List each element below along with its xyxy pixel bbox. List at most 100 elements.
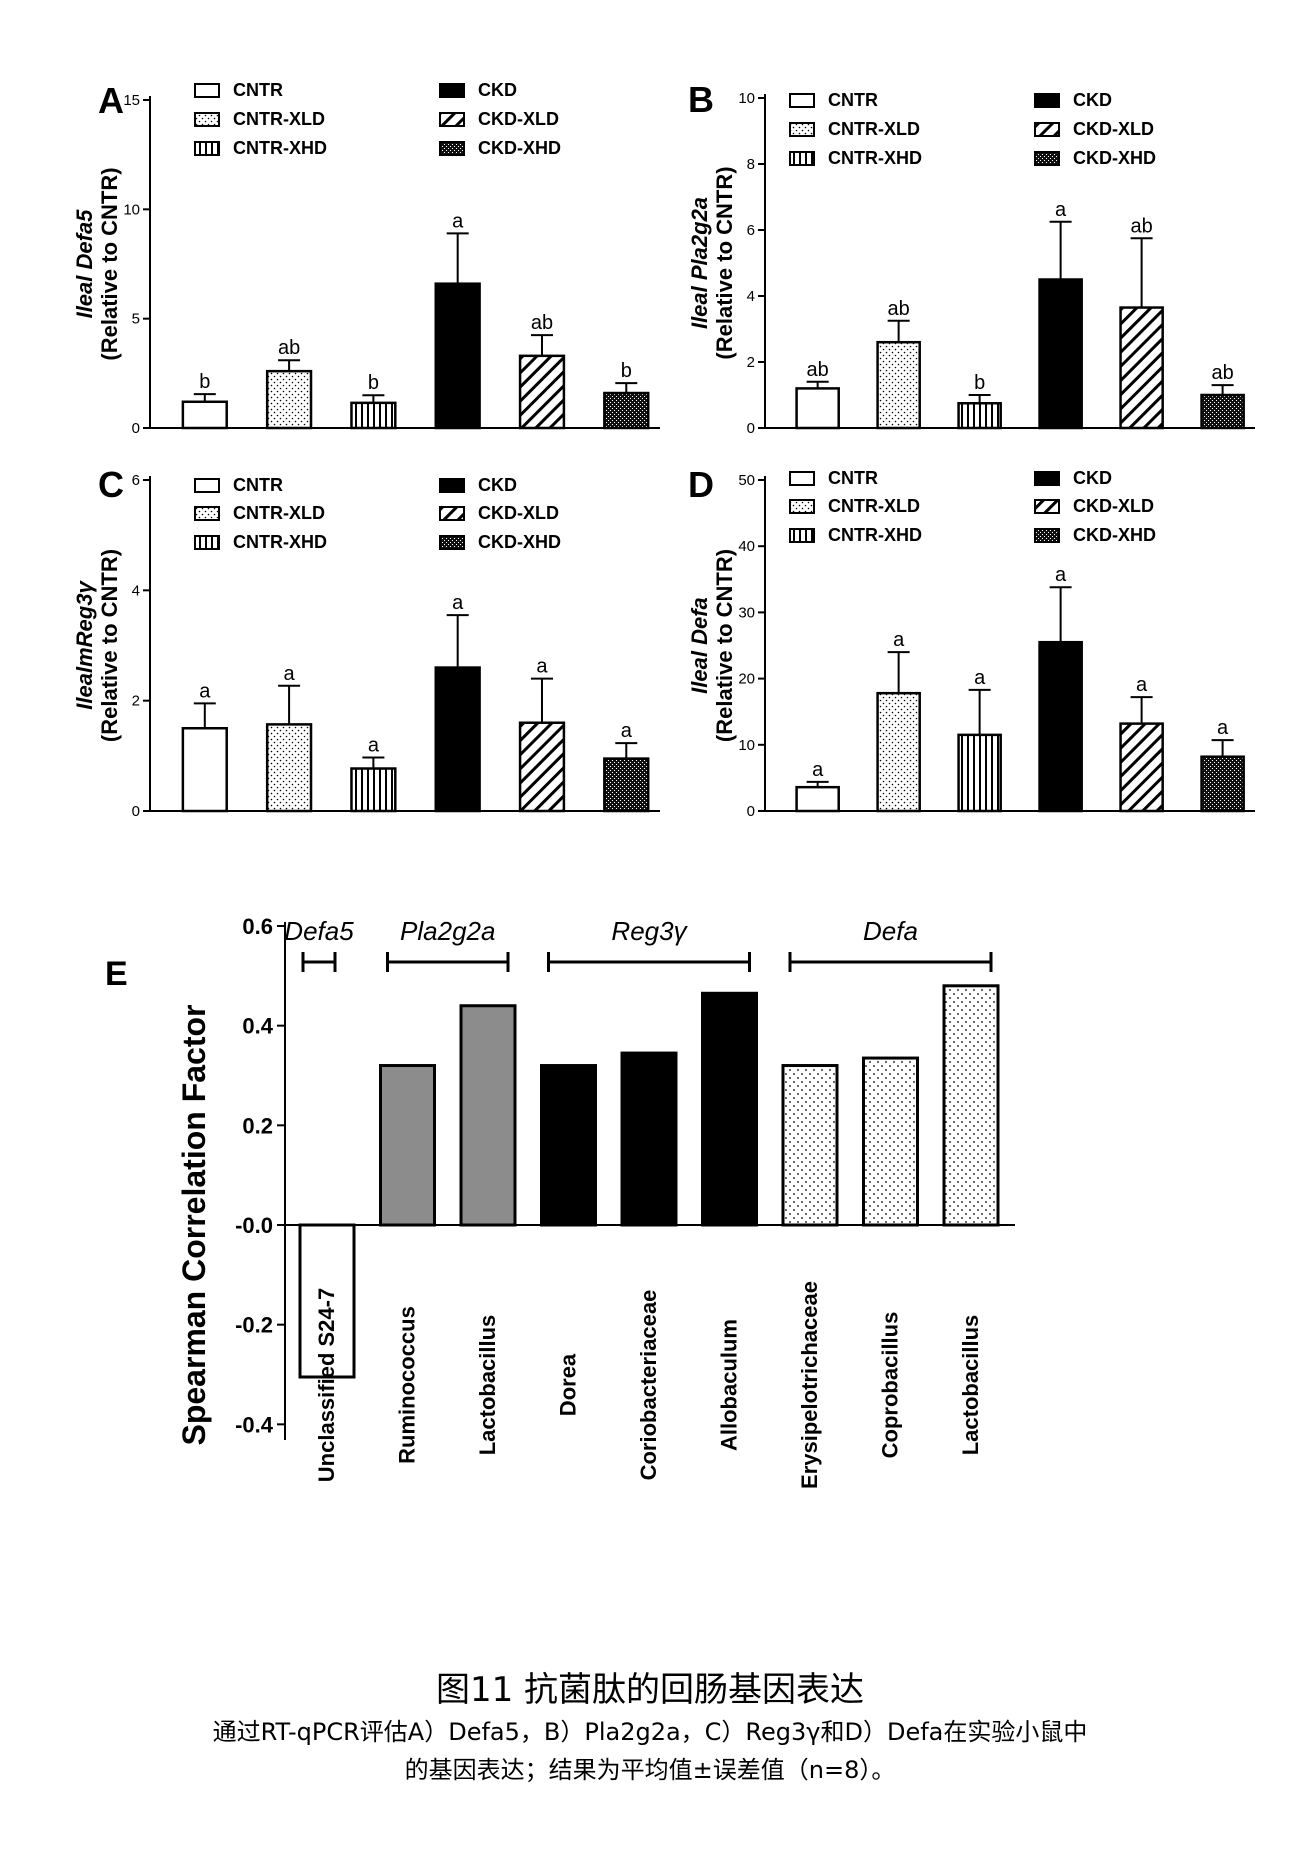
- bar-cntr-xld: [876, 340, 921, 430]
- category-label: Allobaculum: [717, 1319, 742, 1451]
- category-label: Unclassified S24-7: [314, 1288, 339, 1482]
- y-tick-label: -0.0: [235, 1213, 273, 1238]
- significance-letter: a: [452, 592, 464, 614]
- significance-letter: b: [974, 372, 985, 394]
- category-label: Coriobacteriaceae: [636, 1290, 661, 1481]
- panel-letter: E: [105, 955, 128, 993]
- figure-caption-line-2: 的基因表达；结果为平均值±误差值（n=8）。: [404, 1756, 896, 1784]
- panel-b: B 0 2 4 6 8 10 Ileal Pla2g2a (Relative to CNTR) a…: [687, 79, 1255, 437]
- legend-label: CKD-XLD: [478, 109, 559, 129]
- panel-letter: A: [98, 80, 124, 121]
- category-label: Ruminococcus: [395, 1306, 420, 1464]
- group-label: Defa: [863, 916, 918, 946]
- figure-caption-title: 图11 抗菌肽的回肠基因表达: [435, 1670, 865, 1710]
- legend-label: CNTR-XHD: [828, 525, 922, 545]
- legend-swatch: [789, 528, 815, 543]
- legend-swatch: [439, 535, 465, 550]
- y-axis-label-line-2: (Relative to CNTR): [712, 166, 737, 359]
- y-tick-label: 4: [747, 288, 755, 305]
- bar-cntr-xhd: [350, 767, 397, 813]
- panel-d: D 0 10 20 30 40 50 Ileal Defa (Relative to CNTR)…: [687, 464, 1255, 820]
- group-label: Reg3γ: [611, 916, 688, 946]
- legend-label: CKD-XHD: [1073, 525, 1156, 545]
- bar-cntr: [181, 400, 228, 430]
- legend-swatch: [1034, 499, 1060, 514]
- legend-swatch: [1034, 93, 1060, 108]
- legend-label: CKD-XHD: [478, 532, 561, 552]
- category-label: Lactobacillus: [475, 1315, 500, 1456]
- legend-swatch: [1034, 122, 1060, 137]
- y-tick-label: 2: [747, 354, 755, 371]
- legend-swatch: [789, 151, 815, 166]
- y-tick-label: 0: [132, 420, 140, 437]
- y-axis-label-line-1: IlealmReg3γ: [72, 580, 97, 710]
- bar-coriobacteriaceae: [620, 1051, 678, 1227]
- significance-letter: ab: [1130, 215, 1152, 237]
- legend-swatch: [1034, 151, 1060, 166]
- legend-swatch: [789, 122, 815, 137]
- significance-letter: a: [1136, 674, 1148, 696]
- bar-ckd-xld: [518, 721, 566, 813]
- significance-letter: b: [621, 360, 632, 382]
- legend-swatch: [1034, 471, 1060, 486]
- bar-ckd: [1038, 640, 1083, 813]
- legend-swatch: [789, 499, 815, 514]
- category-label: Erysipelotrichaceae: [797, 1281, 822, 1489]
- panel-letter: D: [688, 464, 714, 505]
- y-tick-label: 15: [123, 92, 140, 109]
- bar-ckd: [434, 666, 481, 813]
- legend-swatch: [194, 141, 220, 156]
- y-tick-label: 0: [132, 803, 140, 820]
- y-tick-label: 0.6: [242, 914, 273, 939]
- significance-letter: a: [1217, 717, 1229, 739]
- y-tick-label: 2: [132, 693, 140, 710]
- legend-label: CKD: [1073, 468, 1112, 488]
- y-tick-label: 10: [123, 201, 140, 218]
- y-tick-label: 0: [747, 420, 755, 437]
- y-tick-label: 0.4: [242, 1014, 273, 1039]
- legend-label: CNTR-XHD: [828, 148, 922, 168]
- y-axis-label-line-1: Ileal Pla2g2a: [687, 197, 712, 329]
- y-axis-label-line-2: (Relative to CNTR): [712, 549, 737, 742]
- y-tick-label: 8: [747, 156, 755, 173]
- legend-label: CNTR-XLD: [828, 496, 920, 516]
- legend-label: CKD-XHD: [1073, 148, 1156, 168]
- legend-label: CKD: [478, 80, 517, 100]
- significance-letter: a: [1055, 564, 1067, 586]
- significance-letter: a: [621, 720, 633, 742]
- y-tick-label: -0.2: [235, 1313, 273, 1338]
- bar-lactobacillus: [459, 1004, 517, 1227]
- bar-cntr: [795, 387, 840, 430]
- bar-dorea: [540, 1064, 597, 1227]
- bar-cntr: [181, 727, 228, 813]
- significance-letter: a: [199, 680, 211, 702]
- bar-lactobacillus: [942, 984, 1000, 1227]
- legend-swatch: [439, 478, 465, 493]
- bar-ckd: [434, 282, 481, 430]
- bar-ckd-xld: [518, 354, 566, 430]
- significance-letter: b: [368, 372, 379, 394]
- legend-swatch: [194, 83, 220, 98]
- bar-cntr-xhd: [957, 402, 1002, 430]
- bar-ckd-xhd: [1200, 393, 1245, 430]
- legend-label: CKD: [478, 475, 517, 495]
- legend-label: CNTR-XLD: [233, 503, 325, 523]
- bar-allobaculum: [701, 991, 758, 1227]
- significance-letter: a: [368, 734, 380, 756]
- group-label: Pla2g2a: [400, 916, 495, 946]
- legend-swatch: [439, 141, 465, 156]
- bar-cntr-xhd: [957, 733, 1002, 813]
- bar-ckd-xhd: [603, 757, 650, 813]
- y-axis-label-line-2: (Relative to CNTR): [97, 549, 122, 742]
- significance-letter: a: [1055, 199, 1067, 221]
- significance-letter: a: [812, 759, 824, 781]
- bar-cntr-xld: [265, 369, 313, 430]
- significance-letter: ab: [278, 337, 300, 359]
- legend-label: CKD-XHD: [478, 138, 561, 158]
- category-label: Coprobacillus: [878, 1312, 903, 1459]
- y-tick-label: 0: [747, 803, 755, 820]
- legend-swatch: [194, 478, 220, 493]
- y-tick-label: 4: [132, 582, 140, 599]
